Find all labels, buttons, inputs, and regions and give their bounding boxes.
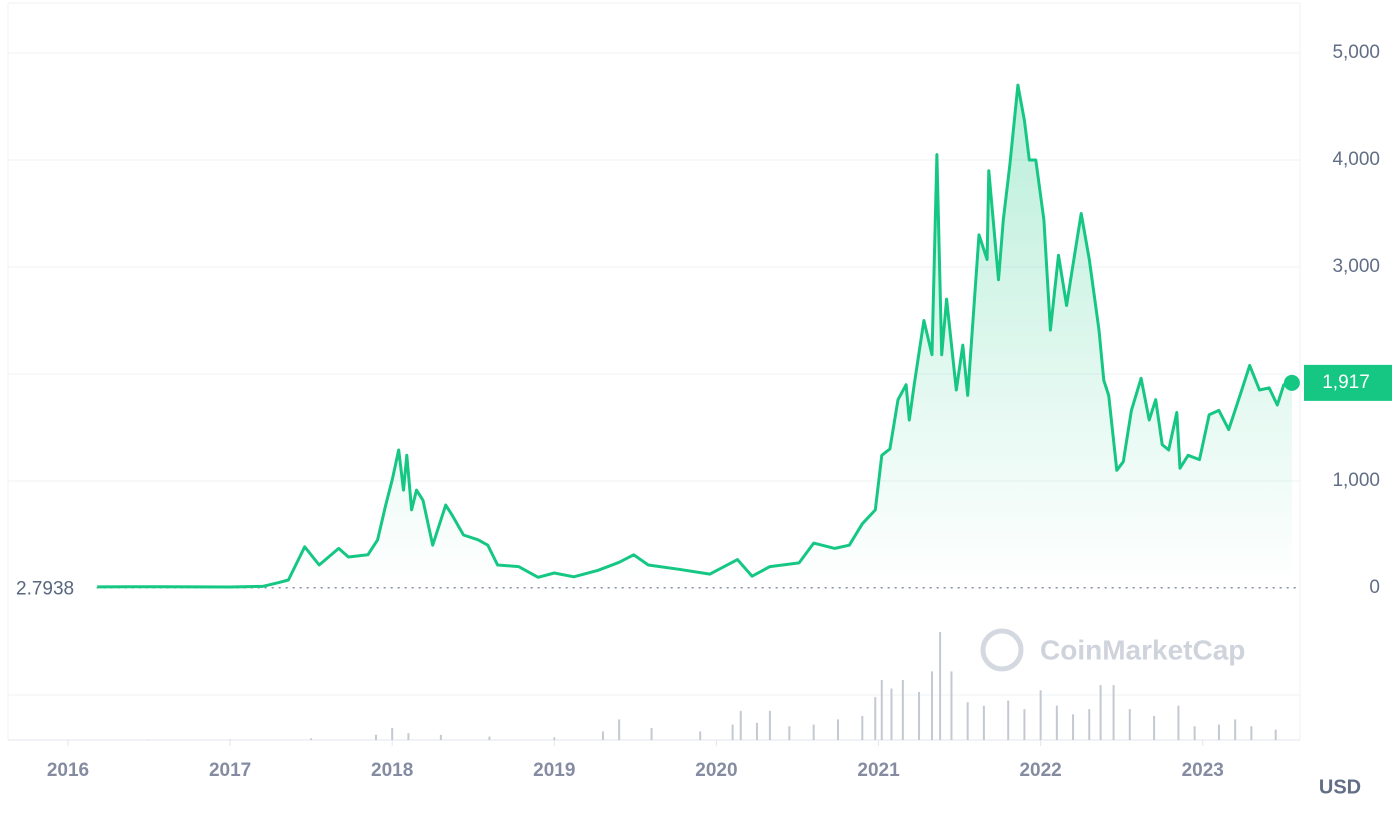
volume-bar <box>861 716 863 740</box>
x-tick-label: 2018 <box>371 760 413 781</box>
volume-bar <box>1040 690 1042 740</box>
volume-bar <box>1153 716 1155 740</box>
x-tick-label: 2022 <box>1019 760 1061 781</box>
volume-bar <box>902 680 904 740</box>
y-tick-label: 5,000 <box>1332 42 1380 63</box>
y-tick-label: 4,000 <box>1332 149 1380 170</box>
volume-bar <box>939 632 941 740</box>
volume-bar <box>229 739 231 740</box>
volume-bar <box>881 680 883 740</box>
watermark: CoinMarketCap <box>983 631 1245 669</box>
volume-bar <box>553 737 555 740</box>
volume-bar <box>732 725 734 740</box>
volume-bar <box>391 728 393 740</box>
volume-bar <box>788 726 790 740</box>
volume-bar <box>1056 706 1058 740</box>
volume-bar <box>407 733 409 740</box>
volume-bar <box>310 738 312 740</box>
y-tick-label: 0 <box>1369 577 1380 598</box>
price-area <box>97 85 1292 588</box>
volume-bar <box>1100 685 1102 740</box>
volume-bar <box>1129 709 1131 740</box>
volume-bar <box>1218 725 1220 740</box>
volume-bar <box>1250 726 1252 740</box>
unit-label: USD <box>1319 776 1361 798</box>
x-tick-label: 2017 <box>209 760 251 781</box>
x-tick-label: 2023 <box>1182 760 1224 781</box>
volume-bar <box>874 697 876 740</box>
volume-bar <box>967 702 969 740</box>
volume-bar <box>618 719 620 740</box>
volume-bar <box>440 735 442 740</box>
volume-bar <box>1275 730 1277 740</box>
volume-bar <box>651 728 653 740</box>
volume-bar <box>950 671 952 740</box>
volume-bar <box>813 725 815 740</box>
volume-bar <box>740 711 742 740</box>
volume-bar <box>699 731 701 740</box>
volume-bar <box>983 706 985 740</box>
volume-bar <box>1088 709 1090 740</box>
volume-bar <box>769 711 771 740</box>
start-value-label: 2.7938 <box>16 579 74 600</box>
volume-bar <box>602 731 604 740</box>
volume-bar <box>1007 701 1009 740</box>
volume-bar <box>918 692 920 740</box>
volume-bar <box>756 723 758 740</box>
x-tick-label: 2016 <box>47 760 89 781</box>
volume-bar <box>837 719 839 740</box>
volume-bar <box>1023 709 1025 740</box>
volume-bar <box>488 737 490 740</box>
volume-bar <box>931 671 933 740</box>
last-point <box>1284 375 1300 391</box>
volume-bar <box>890 689 892 740</box>
watermark-text: CoinMarketCap <box>1040 634 1245 665</box>
x-tick-label: 2020 <box>695 760 737 781</box>
watermark-logo <box>983 631 1021 669</box>
y-tick-label: 3,000 <box>1332 256 1380 277</box>
last-value-label: 1,917 <box>1322 372 1370 393</box>
volume-bar <box>1072 714 1074 740</box>
x-tick-label: 2021 <box>857 760 900 781</box>
volume-bar <box>1194 726 1196 740</box>
volume-bar <box>375 735 377 740</box>
volume-bar <box>1177 706 1179 740</box>
volume-bar <box>1113 685 1115 740</box>
x-tick-label: 2019 <box>533 760 575 781</box>
volume-bar <box>1234 719 1236 740</box>
y-tick-label: 1,000 <box>1332 470 1380 491</box>
